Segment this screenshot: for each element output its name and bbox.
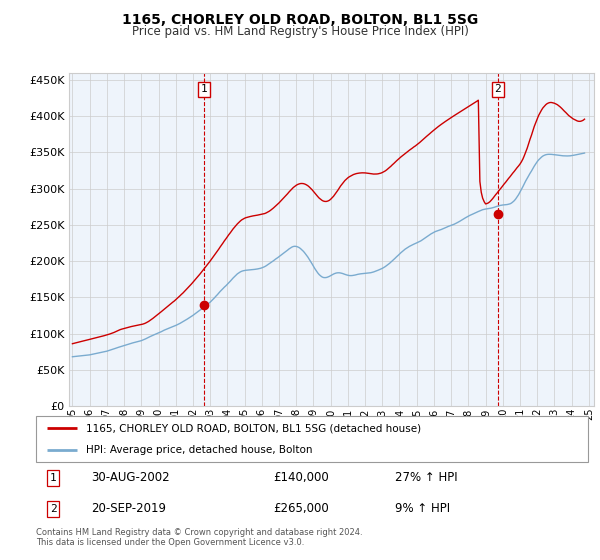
Text: 1: 1 xyxy=(50,473,56,483)
Text: 1: 1 xyxy=(201,85,208,95)
Text: 2: 2 xyxy=(50,504,56,514)
Text: 27% ↑ HPI: 27% ↑ HPI xyxy=(395,471,457,484)
Text: 20-SEP-2019: 20-SEP-2019 xyxy=(91,502,166,515)
Text: Price paid vs. HM Land Registry's House Price Index (HPI): Price paid vs. HM Land Registry's House … xyxy=(131,25,469,38)
FancyBboxPatch shape xyxy=(36,416,588,462)
Text: 1165, CHORLEY OLD ROAD, BOLTON, BL1 5SG (detached house): 1165, CHORLEY OLD ROAD, BOLTON, BL1 5SG … xyxy=(86,423,421,433)
Text: 1165, CHORLEY OLD ROAD, BOLTON, BL1 5SG: 1165, CHORLEY OLD ROAD, BOLTON, BL1 5SG xyxy=(122,13,478,27)
Text: 9% ↑ HPI: 9% ↑ HPI xyxy=(395,502,450,515)
Text: HPI: Average price, detached house, Bolton: HPI: Average price, detached house, Bolt… xyxy=(86,445,312,455)
Text: 30-AUG-2002: 30-AUG-2002 xyxy=(91,471,170,484)
Text: £140,000: £140,000 xyxy=(274,471,329,484)
Text: Contains HM Land Registry data © Crown copyright and database right 2024.
This d: Contains HM Land Registry data © Crown c… xyxy=(36,528,362,547)
Text: 2: 2 xyxy=(494,85,502,95)
Text: £265,000: £265,000 xyxy=(274,502,329,515)
